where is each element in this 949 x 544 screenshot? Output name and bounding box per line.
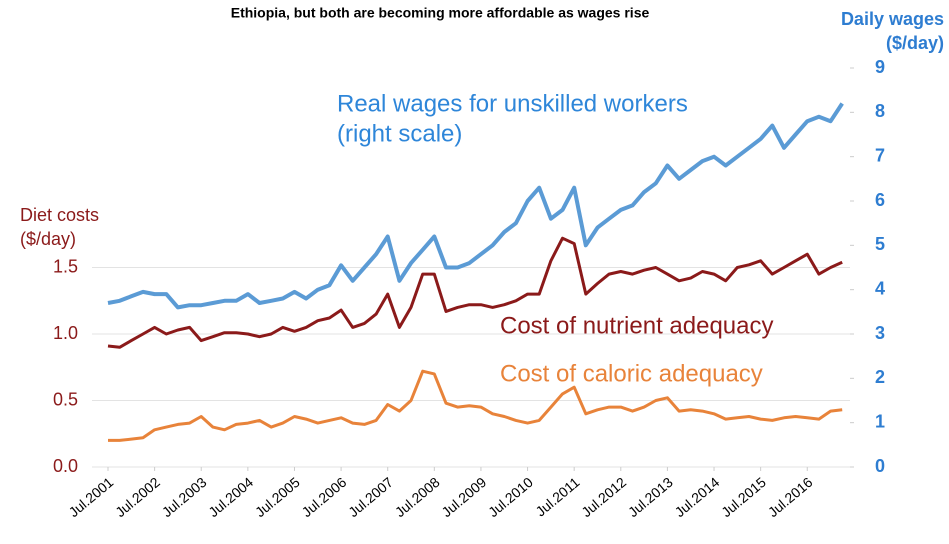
y2-tick-label: 6 (875, 190, 885, 210)
x-tick-label: Jul.2016 (765, 474, 816, 520)
y2-tick-label: 9 (875, 57, 885, 77)
x-tick-label: Jul.2010 (485, 474, 536, 520)
chart-title: Ethiopia, but both are becoming more aff… (231, 5, 650, 21)
x-tick-label: Jul.2013 (625, 474, 676, 520)
series-label: Real wages for unskilled workers (337, 90, 688, 117)
x-tick-label: Jul.2008 (392, 474, 443, 520)
y-tick-label: 0.5 (53, 389, 78, 409)
y-axis-label: Diet costs (20, 205, 99, 225)
x-tick-label: Jul.2009 (438, 474, 489, 520)
y-tick-label: 0.0 (53, 456, 78, 476)
x-tick-label: Jul.2012 (578, 474, 629, 520)
x-tick-label: Jul.2003 (159, 474, 210, 520)
x-tick-label: Jul.2014 (672, 474, 723, 520)
series-line (107, 102, 844, 310)
y2-tick-label: 0 (875, 456, 885, 476)
x-tick-label: Jul.2011 (532, 474, 582, 520)
y2-tick-label: 1 (875, 411, 885, 431)
y-tick-label: 1.5 (53, 256, 78, 276)
y2-tick-label: 5 (875, 234, 885, 254)
series-line (107, 236, 843, 349)
annotation: (right scale) (337, 120, 462, 147)
y2-tick-label: 8 (875, 101, 885, 121)
x-tick-label: Jul.2007 (345, 474, 396, 520)
x-tick-label: Jul.2004 (205, 474, 256, 520)
x-tick-label: Jul.2005 (252, 474, 303, 520)
series-line (108, 369, 843, 442)
y2-tick-label: 4 (875, 278, 885, 298)
x-tick-label: Jul.2015 (718, 474, 769, 520)
y2-tick-label: 3 (875, 323, 885, 343)
y2-axis-label: Daily wages (841, 9, 944, 29)
y2-tick-label: 7 (875, 145, 885, 165)
y2-tick-label: 2 (875, 367, 885, 387)
series-label: Cost of caloric adequacy (500, 360, 763, 387)
series-label: Cost of nutrient adequacy (500, 312, 774, 339)
x-tick-label: Jul.2002 (112, 474, 163, 520)
y-axis-label: ($/day) (20, 229, 76, 249)
x-tick-label: Jul.2006 (299, 474, 350, 520)
x-tick-label: Jul.2001 (65, 474, 116, 520)
y-tick-label: 1.0 (53, 323, 78, 343)
y2-axis-label: ($/day) (886, 33, 944, 53)
